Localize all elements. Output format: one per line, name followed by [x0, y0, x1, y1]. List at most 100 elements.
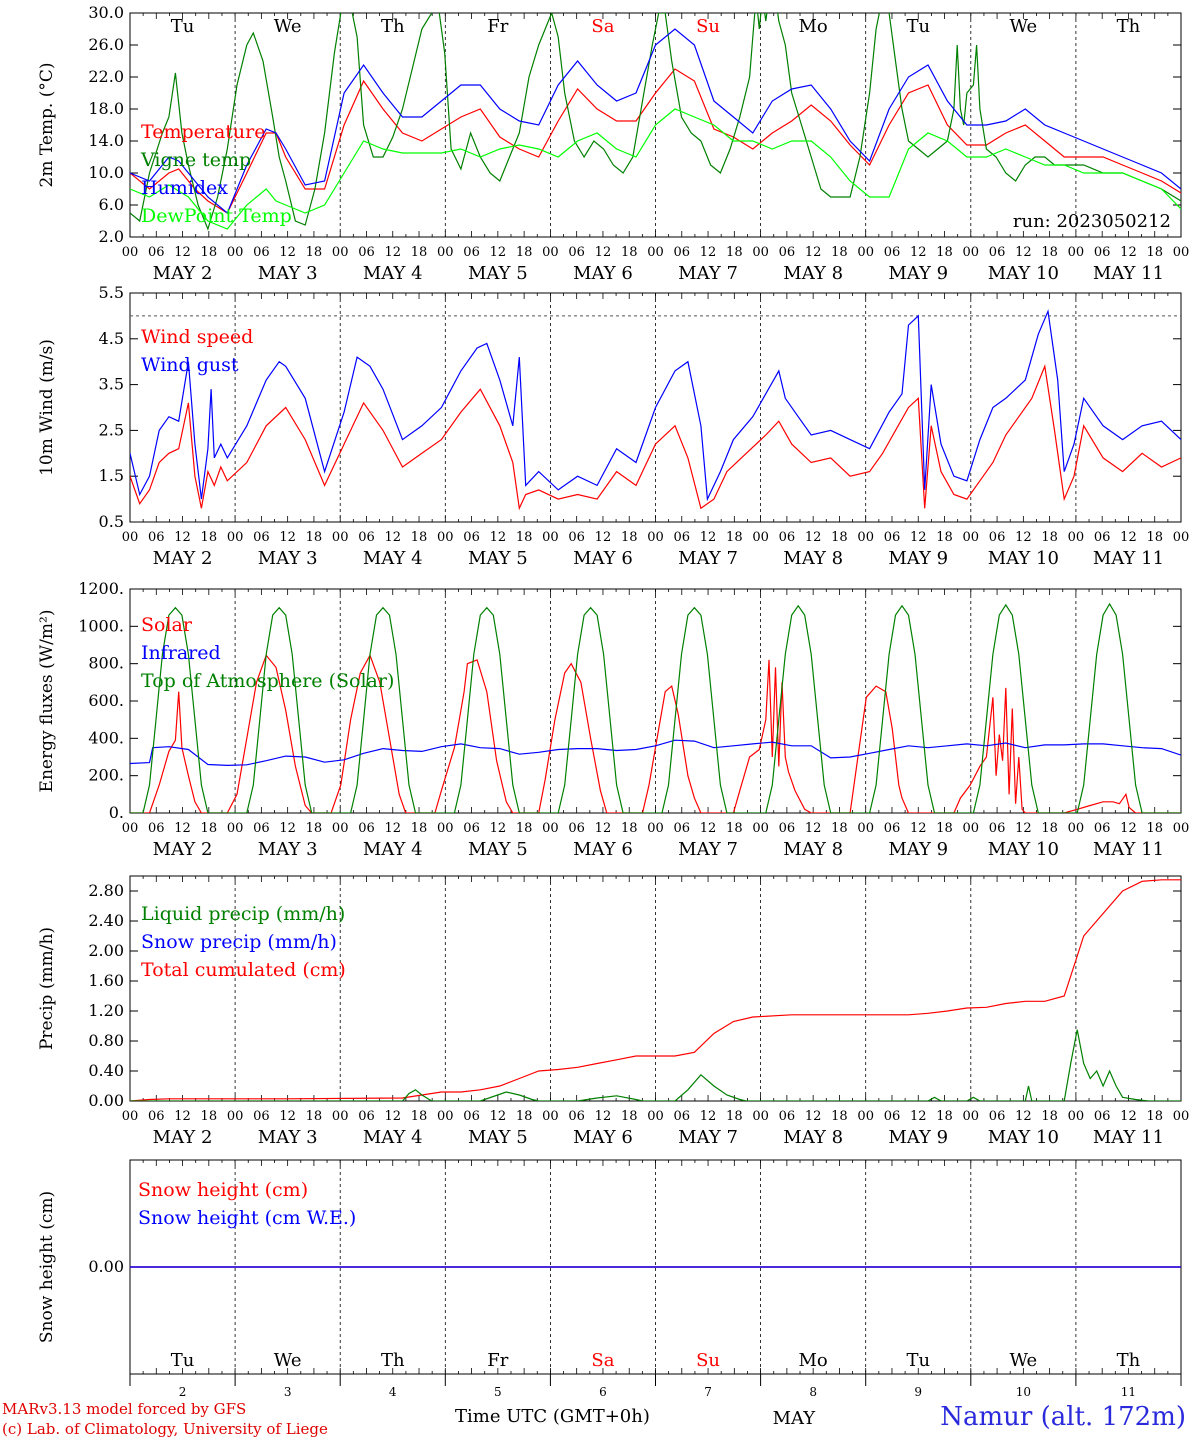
day-label: MAY 10	[988, 1127, 1059, 1148]
bottom-day-number: 7	[704, 1385, 712, 1399]
hour-label: 12	[384, 821, 401, 836]
hour-label: 00	[857, 245, 874, 260]
bottom-day-number: 6	[599, 1385, 607, 1399]
day-label: MAY 6	[573, 839, 633, 860]
hour-label: 12	[1120, 245, 1137, 260]
hour-label: 06	[779, 245, 796, 260]
hour-label: 06	[884, 821, 901, 836]
y-tick-label: 2.0	[99, 227, 124, 246]
hour-label: 06	[1094, 1109, 1111, 1124]
panel-3: 0. 200. 400. 600. 800. 1000. 1200. Energy fluxe…	[37, 579, 1189, 860]
hour-label: 18	[1041, 1109, 1058, 1124]
legend-entry: Temperature	[141, 121, 265, 143]
day-label: MAY 11	[1093, 1127, 1164, 1148]
hour-label: 12	[490, 245, 507, 260]
hour-label: 06	[674, 245, 691, 260]
hour-label: 18	[621, 245, 638, 260]
hour-label: 12	[700, 530, 717, 545]
hour-label: 06	[148, 530, 165, 545]
day-label: MAY 11	[1093, 548, 1164, 569]
weekday-label: Tu	[906, 16, 930, 37]
hour-label: 18	[726, 821, 743, 836]
y-tick-label: 0.40	[88, 1061, 124, 1080]
hour-label: 06	[989, 1109, 1006, 1124]
hour-label: 06	[989, 821, 1006, 836]
hour-label: 12	[490, 821, 507, 836]
lab-credit: (c) Lab. of Climatology, University of L…	[2, 1420, 328, 1438]
hour-label: 00	[647, 245, 664, 260]
hour-label: 18	[411, 245, 428, 260]
y-tick-label: 1.60	[88, 971, 124, 990]
hour-label: 06	[358, 245, 375, 260]
hour-label: 00	[1068, 1109, 1085, 1124]
hour-label: 06	[884, 1109, 901, 1124]
hour-label: 00	[1068, 245, 1085, 260]
hour-label: 12	[1120, 1109, 1137, 1124]
hour-label: 12	[1120, 530, 1137, 545]
hour-label: 06	[674, 1109, 691, 1124]
hour-label: 18	[306, 821, 323, 836]
hour-label: 00	[963, 821, 980, 836]
series-solar	[130, 653, 1181, 813]
legend-entry: Solar	[141, 614, 193, 636]
day-label: MAY 9	[888, 263, 948, 284]
hour-label: 00	[227, 245, 244, 260]
hour-label: 00	[752, 530, 769, 545]
hour-label: 18	[621, 821, 638, 836]
legend-entry: Snow height (cm W.E.)	[138, 1207, 356, 1229]
hour-label: 06	[568, 530, 585, 545]
hour-label: 12	[174, 821, 191, 836]
y-axis-label: Snow height (cm)	[37, 1191, 57, 1343]
hour-label: 00	[1068, 530, 1085, 545]
legend-entry: Top of Atmosphere (Solar)	[141, 670, 394, 692]
day-label: MAY 5	[468, 839, 528, 860]
hour-label: 06	[568, 821, 585, 836]
legend-entry: Wind speed	[141, 326, 253, 348]
bottom-day-number: 3	[284, 1385, 292, 1399]
y-tick-label: 2.40	[88, 911, 124, 930]
y-tick-label: 1.5	[99, 466, 124, 485]
hour-label: 18	[831, 1109, 848, 1124]
hour-label: 00	[647, 530, 664, 545]
hour-label: 00	[332, 1109, 349, 1124]
hour-label: 12	[174, 245, 191, 260]
hour-label: 06	[253, 245, 270, 260]
y-tick-label: 26.0	[88, 35, 124, 54]
hour-label: 12	[910, 530, 927, 545]
weekday-label: Sa	[591, 16, 614, 37]
hour-label: 06	[253, 1109, 270, 1124]
series-humidex	[130, 28, 1181, 214]
y-axis-label: Precip (mm/h)	[37, 927, 57, 1050]
hour-label: 00	[122, 245, 139, 260]
hour-label: 00	[963, 245, 980, 260]
hour-label: 06	[1094, 530, 1111, 545]
day-label: MAY 7	[678, 839, 738, 860]
weekday-label: Tu	[171, 1350, 195, 1371]
hour-label: 18	[936, 821, 953, 836]
hour-label: 00	[542, 821, 559, 836]
day-label: MAY 3	[258, 548, 318, 569]
hour-label: 00	[963, 530, 980, 545]
hour-label: 00	[752, 821, 769, 836]
legend-entry: DewPoint Temp	[141, 205, 292, 227]
hour-label: 12	[174, 530, 191, 545]
weekday-label: Tu	[171, 16, 195, 37]
station-name: Namur (alt. 172m)	[940, 1402, 1186, 1432]
hour-label: 00	[437, 1109, 454, 1124]
day-label: MAY 10	[988, 839, 1059, 860]
legend-entry: Humidex	[141, 177, 228, 199]
hour-label: 18	[306, 530, 323, 545]
hour-label: 12	[174, 1109, 191, 1124]
hour-label: 18	[936, 530, 953, 545]
series-wind-gust	[130, 309, 1181, 502]
day-label: MAY 6	[573, 548, 633, 569]
weekday-label: Th	[381, 16, 405, 37]
day-label: MAY 7	[678, 1127, 738, 1148]
y-tick-label: 2.80	[88, 881, 124, 900]
hour-label: 18	[621, 530, 638, 545]
day-label: MAY 5	[468, 548, 528, 569]
day-label: MAY 5	[468, 1127, 528, 1148]
hour-label: 12	[279, 245, 296, 260]
y-axis-label: Energy fluxes (W/m²)	[37, 610, 57, 793]
hour-label: 12	[805, 530, 822, 545]
